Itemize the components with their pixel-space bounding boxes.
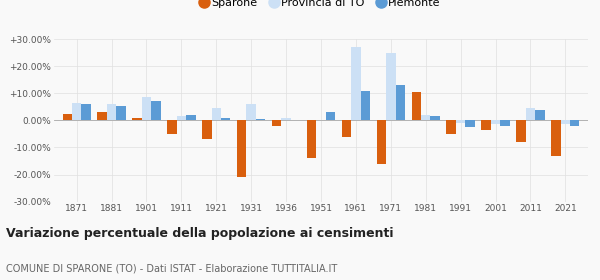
Bar: [395, 85, 405, 120]
Bar: [386, 53, 395, 120]
Bar: [535, 109, 545, 120]
Bar: [500, 120, 509, 126]
Bar: [107, 104, 116, 120]
Bar: [256, 119, 265, 120]
Legend: Sparone, Provincia di TO, Piemonte: Sparone, Provincia di TO, Piemonte: [197, 0, 445, 12]
Bar: [62, 114, 72, 120]
Bar: [186, 115, 196, 120]
Bar: [377, 120, 386, 164]
Bar: [167, 120, 176, 134]
Bar: [361, 91, 370, 120]
Bar: [221, 118, 230, 120]
Bar: [151, 101, 161, 120]
Bar: [176, 116, 186, 120]
Bar: [430, 116, 440, 120]
Bar: [456, 120, 466, 123]
Text: COMUNE DI SPARONE (TO) - Dati ISTAT - Elaborazione TUTTITALIA.IT: COMUNE DI SPARONE (TO) - Dati ISTAT - El…: [6, 263, 337, 274]
Bar: [133, 118, 142, 120]
Bar: [570, 120, 580, 126]
Bar: [446, 120, 456, 134]
Bar: [412, 92, 421, 120]
Bar: [560, 120, 570, 124]
Bar: [97, 112, 107, 120]
Bar: [247, 104, 256, 120]
Bar: [212, 108, 221, 120]
Bar: [116, 106, 126, 120]
Bar: [202, 120, 212, 139]
Bar: [351, 47, 361, 120]
Bar: [307, 120, 316, 158]
Bar: [551, 120, 560, 156]
Bar: [326, 112, 335, 120]
Text: Variazione percentuale della popolazione ai censimenti: Variazione percentuale della popolazione…: [6, 227, 394, 240]
Bar: [421, 115, 430, 120]
Bar: [342, 120, 351, 137]
Bar: [281, 118, 291, 120]
Bar: [272, 120, 281, 126]
Bar: [82, 104, 91, 120]
Bar: [491, 120, 500, 124]
Bar: [516, 120, 526, 142]
Bar: [481, 120, 491, 130]
Bar: [237, 120, 247, 177]
Bar: [142, 97, 151, 120]
Bar: [72, 103, 82, 120]
Bar: [526, 108, 535, 120]
Bar: [466, 120, 475, 127]
